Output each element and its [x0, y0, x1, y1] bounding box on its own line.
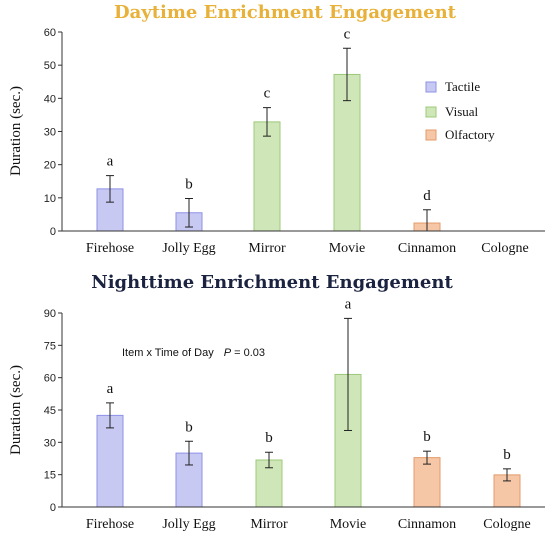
significance-letter: b — [423, 429, 431, 445]
significance-letter: d — [423, 188, 431, 204]
x-category-label: Jolly Egg — [162, 241, 215, 256]
bar-firehose — [96, 414, 124, 508]
significance-letter: b — [185, 419, 193, 435]
legend-label-visual: Visual — [445, 104, 479, 119]
significance-letter: b — [503, 447, 511, 463]
significance-letter: a — [345, 296, 352, 312]
nighttime-y-axis-label: Duration (sec.) — [8, 365, 24, 455]
y-tick-label: 60 — [44, 27, 56, 39]
nighttime-category-labels: Firehose Jolly Egg Mirror Movie Cinnamon Colo… — [86, 517, 531, 532]
annotation-p-label: P — [224, 347, 232, 359]
significance-letter: a — [107, 381, 114, 397]
nighttime-chart: Nighttime Enrichment Engagement Duration… — [8, 272, 545, 532]
bar-cinnamon — [413, 457, 441, 508]
legend-label-olfactory: Olfactory — [445, 127, 495, 142]
daytime-y-ticks: 0 10 20 30 40 50 60 — [44, 27, 62, 238]
legend-swatch-olfactory — [425, 129, 437, 141]
nighttime-error-bars — [106, 317, 511, 482]
bar-mirror — [253, 121, 281, 232]
significance-letter: b — [185, 176, 193, 192]
y-tick-label: 30 — [44, 127, 56, 139]
y-tick-label: 90 — [44, 308, 56, 320]
annotation-prefix: Item x Time of Day — [122, 347, 214, 359]
significance-letter: c — [344, 26, 351, 42]
y-tick-label: 60 — [44, 373, 56, 385]
nighttime-y-ticks: 0 15 30 45 60 75 90 — [44, 308, 62, 514]
legend-swatch-tactile — [425, 81, 437, 93]
y-tick-label: 40 — [44, 93, 56, 105]
annotation-p-value: = 0.03 — [231, 347, 265, 359]
daytime-category-labels: Firehose Jolly Egg Mirror Movie Cinnamon Colo… — [86, 241, 529, 256]
x-category-label: Cinnamon — [398, 241, 456, 256]
x-category-label: Cinnamon — [398, 517, 456, 532]
x-category-label: Firehose — [86, 241, 134, 256]
legend-label-tactile: Tactile — [445, 79, 480, 94]
significance-letter: c — [264, 86, 271, 102]
y-tick-label: 30 — [44, 437, 56, 449]
x-category-label: Firehose — [86, 517, 134, 532]
daytime-significance-letters: a b c c d — [107, 26, 432, 204]
legend-swatch-visual — [425, 106, 437, 118]
y-tick-label: 15 — [44, 470, 56, 482]
y-tick-label: 0 — [50, 502, 56, 514]
x-category-label: Movie — [329, 241, 366, 256]
daytime-y-axis-label: Duration (sec.) — [8, 86, 24, 176]
y-tick-label: 20 — [44, 160, 56, 172]
nighttime-chart-title: Nighttime Enrichment Engagement — [91, 272, 453, 293]
x-category-label: Cologne — [481, 241, 528, 256]
x-category-label: Jolly Egg — [162, 517, 215, 532]
y-tick-label: 45 — [44, 405, 56, 417]
nighttime-bars — [96, 373, 521, 508]
x-category-label: Mirror — [248, 241, 286, 256]
daytime-chart-title: Daytime Enrichment Engagement — [114, 2, 457, 23]
significance-letter: a — [107, 154, 114, 170]
y-tick-label: 50 — [44, 60, 56, 72]
x-category-label: Mirror — [250, 517, 288, 532]
y-tick-label: 75 — [44, 340, 56, 352]
significance-letter: b — [265, 430, 273, 446]
y-tick-label: 0 — [50, 226, 56, 238]
x-category-label: Cologne — [483, 517, 530, 532]
x-category-label: Movie — [330, 517, 367, 532]
y-tick-label: 10 — [44, 193, 56, 205]
nighttime-significance-letters: a b b a b b — [107, 296, 511, 462]
daytime-legend: Tactile Visual Olfactory — [425, 79, 495, 142]
interaction-annotation: Item x Time of Day P = 0.03 — [122, 347, 265, 359]
daytime-chart: Daytime Enrichment Engagement Duration (… — [8, 2, 545, 256]
